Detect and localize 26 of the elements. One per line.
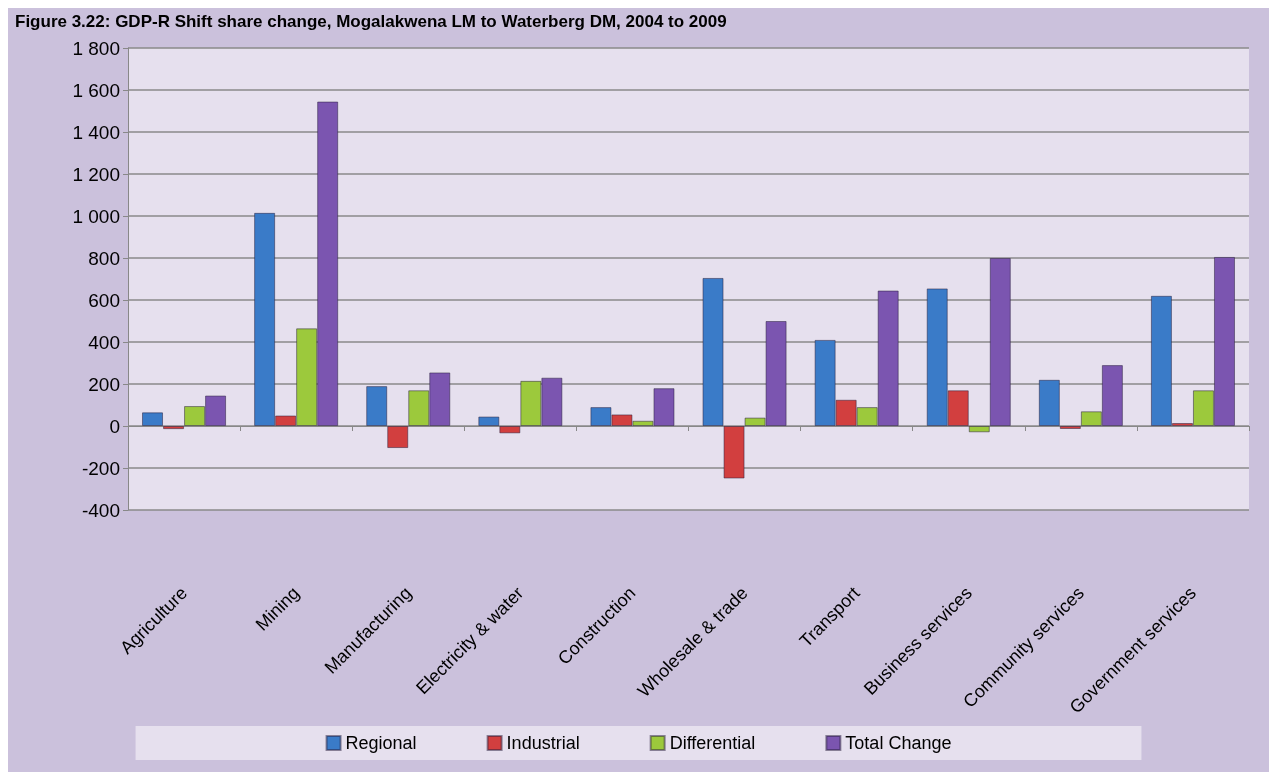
y-tick-label: 800 (88, 247, 120, 269)
y-tick-label: 400 (88, 331, 120, 353)
legend-label: Industrial (506, 733, 580, 753)
y-tick-label: 1 800 (72, 37, 120, 59)
legend-label: Differential (669, 733, 756, 753)
legend-label: Regional (345, 733, 417, 753)
bar (968, 426, 990, 433)
bar (387, 426, 409, 449)
y-tick-label: 1 200 (72, 163, 120, 185)
legend-label: Total Change (845, 733, 952, 753)
bar (163, 426, 185, 430)
bar (142, 412, 164, 426)
chart-title: Figure 3.22: GDP-R Shift share change, Mogalakwena LM to Waterberg DM, 2004 to 2009 (15, 12, 727, 31)
bar (1038, 379, 1060, 426)
bar (989, 258, 1011, 426)
bar (1059, 426, 1081, 429)
bar (478, 416, 500, 426)
bar (366, 386, 388, 426)
y-tick-label: 600 (88, 289, 120, 311)
y-tick-label: -400 (81, 499, 120, 521)
y-tick-label: -200 (81, 457, 120, 479)
y-tick-label: 1 600 (72, 79, 120, 101)
y-tick-label: 200 (88, 373, 120, 395)
y-tick-label: 1 000 (72, 205, 120, 227)
y-tick-label: 0 (109, 415, 120, 437)
y-tick-label: 1 400 (72, 121, 120, 143)
